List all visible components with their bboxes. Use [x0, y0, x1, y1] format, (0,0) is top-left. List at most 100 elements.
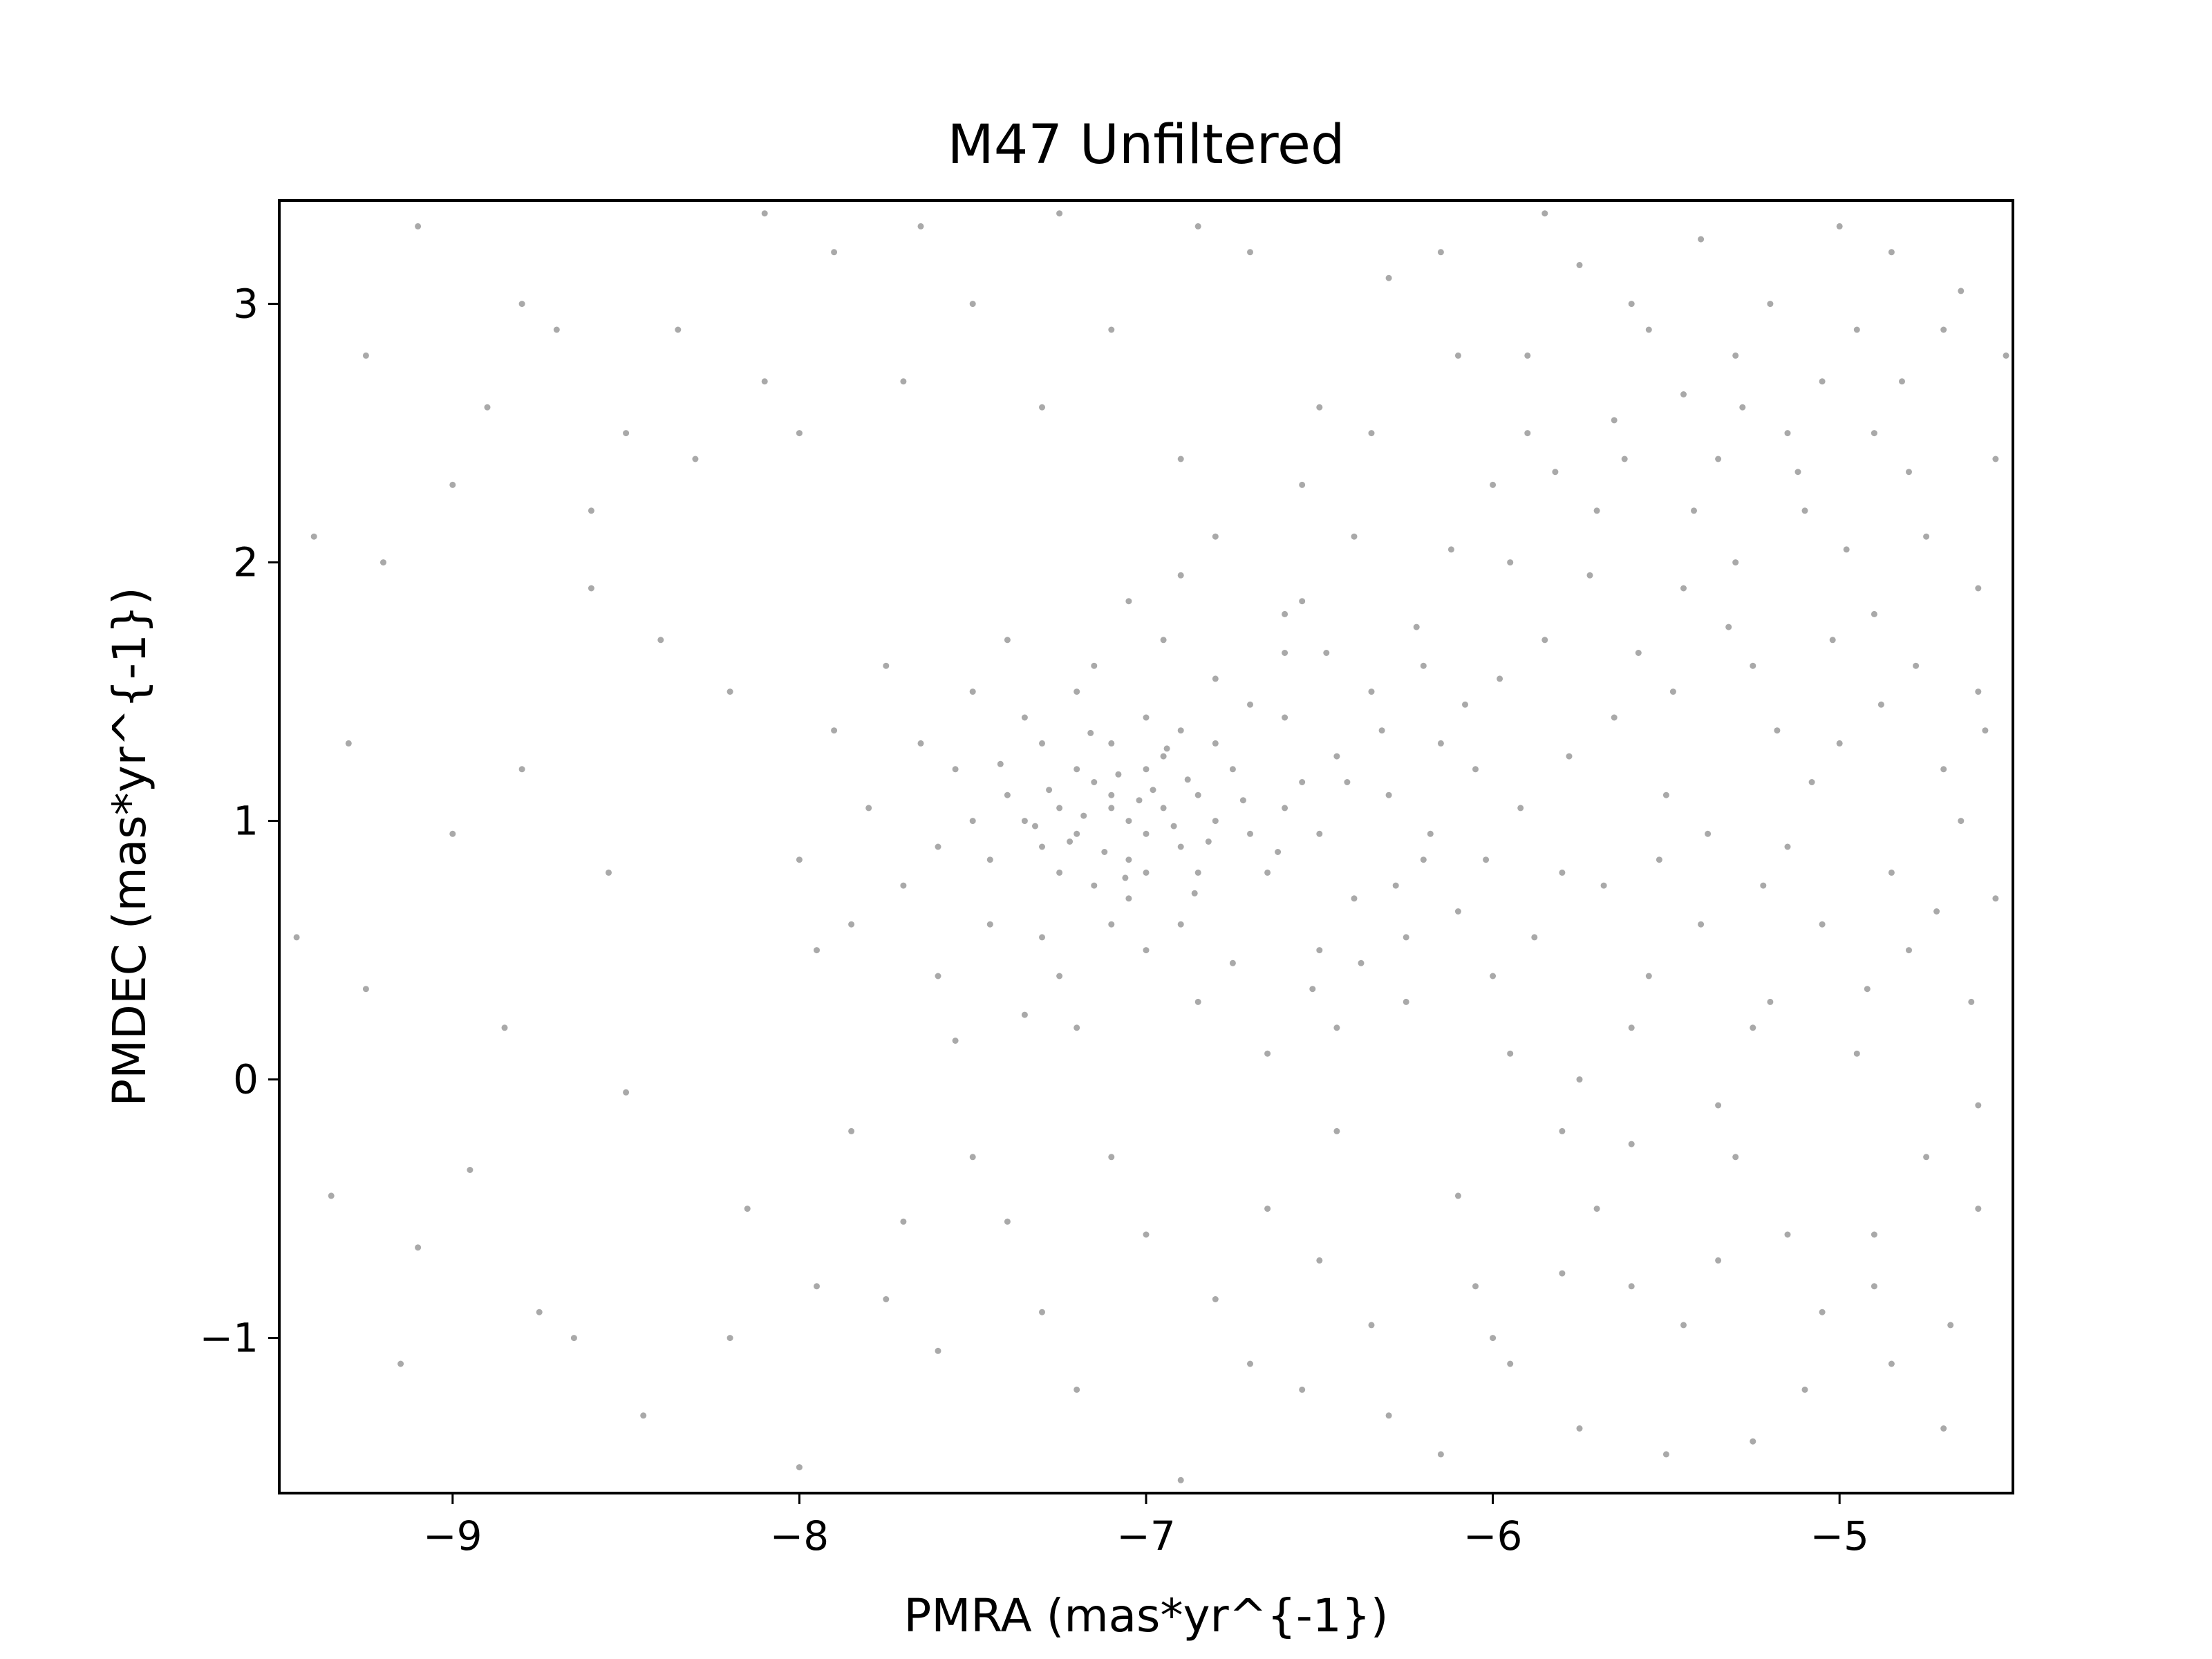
data-point — [1447, 546, 1454, 553]
data-point — [1122, 874, 1129, 881]
data-point — [1507, 1050, 1514, 1057]
data-point — [1801, 1386, 1808, 1393]
data-point — [1600, 882, 1607, 889]
data-point — [1229, 766, 1236, 773]
data-point — [1108, 1154, 1115, 1161]
data-point — [1229, 959, 1236, 966]
data-point — [1087, 729, 1094, 736]
data-point — [1247, 249, 1253, 256]
data-point — [1940, 326, 1947, 333]
data-point — [1351, 895, 1358, 902]
data-point — [831, 249, 838, 256]
data-point — [1611, 714, 1618, 721]
data-point — [1239, 797, 1246, 804]
data-point — [1125, 598, 1132, 605]
data-point — [1163, 745, 1170, 752]
data-point — [1750, 662, 1756, 669]
data-point — [1039, 740, 1045, 747]
data-point — [761, 210, 768, 217]
data-point — [1992, 456, 1999, 462]
data-point — [1385, 274, 1392, 281]
data-point — [1871, 610, 1877, 617]
data-point — [1958, 288, 1965, 294]
data-point — [1046, 787, 1053, 794]
data-point — [1559, 1127, 1566, 1134]
data-point — [1888, 869, 1895, 876]
data-point — [640, 1412, 647, 1419]
x-tick-label: −5 — [1810, 1512, 1869, 1559]
data-point — [1871, 1231, 1877, 1238]
data-point — [1698, 236, 1705, 243]
data-point — [935, 1347, 941, 1354]
data-point — [1586, 572, 1593, 579]
data-point — [1194, 869, 1201, 876]
data-point — [1413, 624, 1420, 630]
data-point — [1039, 843, 1045, 850]
data-point — [1032, 823, 1038, 830]
data-point — [1282, 650, 1288, 656]
data-point — [1385, 791, 1392, 798]
data-point — [1524, 430, 1531, 437]
data-point — [1906, 947, 1912, 954]
data-point — [1160, 753, 1167, 760]
data-point — [1698, 921, 1705, 928]
data-point — [1358, 959, 1365, 966]
data-point — [1593, 507, 1600, 514]
data-point — [1853, 1050, 1860, 1057]
data-point — [761, 378, 768, 385]
data-point — [1125, 856, 1132, 863]
data-point — [1191, 890, 1198, 897]
data-point — [1784, 430, 1791, 437]
data-point — [883, 1296, 890, 1302]
data-point — [1067, 838, 1074, 845]
data-point — [1212, 533, 1219, 540]
data-point — [969, 1154, 976, 1161]
data-point — [1490, 481, 1497, 488]
data-point — [1194, 998, 1201, 1005]
data-point — [1247, 830, 1253, 837]
data-point — [900, 882, 907, 889]
data-point — [1299, 1386, 1306, 1393]
data-point — [1454, 1192, 1461, 1199]
data-point — [1299, 481, 1306, 488]
data-point — [1420, 856, 1427, 863]
data-point — [1115, 771, 1122, 778]
data-point — [848, 921, 855, 928]
data-point — [1750, 1024, 1756, 1031]
data-point — [1628, 1024, 1635, 1031]
data-point — [1899, 378, 1905, 385]
data-point — [1160, 637, 1167, 644]
data-point — [1392, 882, 1399, 889]
data-point — [1074, 1386, 1080, 1393]
data-point — [848, 1127, 855, 1134]
data-point — [1680, 391, 1687, 397]
data-point — [1091, 882, 1098, 889]
data-point — [1923, 533, 1930, 540]
data-point — [1669, 688, 1676, 695]
data-point — [1871, 1283, 1877, 1290]
data-point — [1091, 779, 1098, 785]
x-tick-label: −6 — [1463, 1512, 1523, 1559]
data-point — [1108, 805, 1115, 812]
x-tick-label: −8 — [770, 1512, 830, 1559]
data-point — [397, 1360, 404, 1367]
data-point — [1004, 637, 1011, 644]
data-point — [1715, 456, 1722, 462]
data-point — [1656, 856, 1662, 863]
data-point — [969, 301, 976, 308]
data-point — [1517, 805, 1524, 812]
data-point — [952, 1038, 959, 1044]
data-point — [1975, 1206, 1982, 1212]
x-tick-label: −7 — [1116, 1512, 1176, 1559]
data-point — [1143, 766, 1150, 773]
data-point — [1143, 1231, 1150, 1238]
data-point — [1056, 805, 1063, 812]
data-point — [1194, 791, 1201, 798]
data-point — [1784, 1231, 1791, 1238]
data-point — [1628, 1141, 1635, 1147]
data-point — [1333, 1127, 1340, 1134]
data-point — [1143, 714, 1150, 721]
data-point — [1940, 766, 1947, 773]
data-point — [1282, 714, 1288, 721]
